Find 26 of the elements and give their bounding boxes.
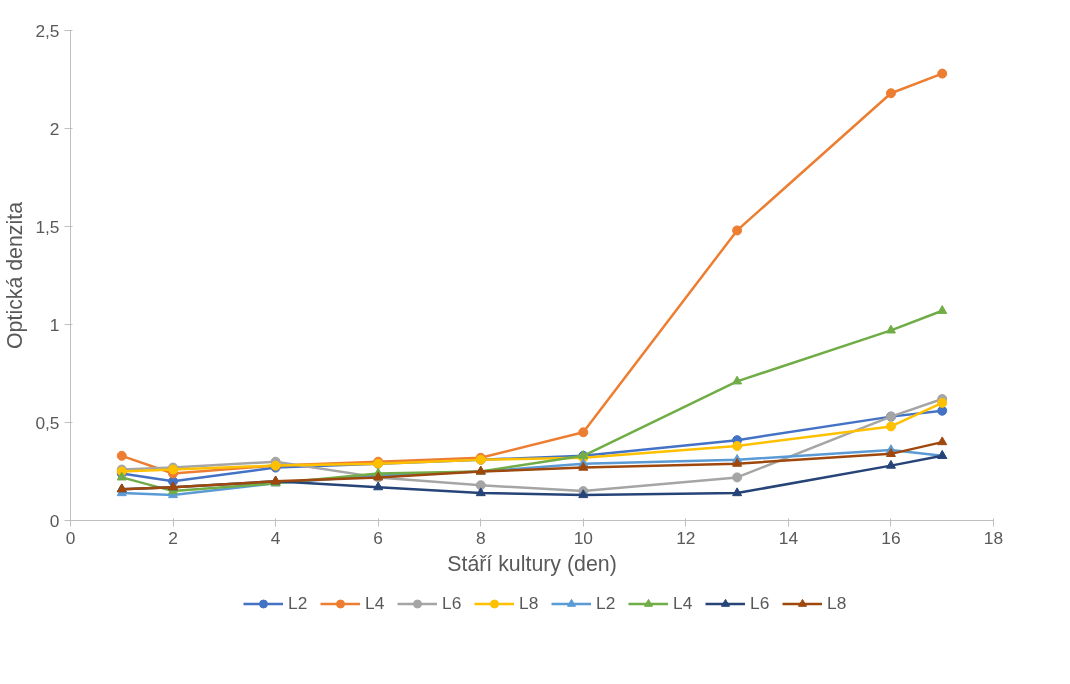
legend-label: L8 xyxy=(827,592,847,614)
y-tick-label: 2,5 xyxy=(35,20,60,41)
legend-label: L2 xyxy=(288,592,308,614)
legend-label: L4 xyxy=(365,592,385,614)
x-tick-label: 6 xyxy=(373,527,383,548)
legend-label: L6 xyxy=(442,592,462,614)
y-tick-label: 0 xyxy=(49,510,60,531)
x-tick-label: 8 xyxy=(475,527,486,548)
x-tick-label: 4 xyxy=(270,527,281,548)
x-tick-label: 14 xyxy=(778,527,799,548)
x-tick-label: 18 xyxy=(983,527,1004,548)
x-tick-label: 0 xyxy=(65,527,76,548)
x-tick-label: 12 xyxy=(676,527,696,548)
x-tick-label: 10 xyxy=(573,527,593,548)
legend-label: L4 xyxy=(673,592,693,614)
x-tick-label: 2 xyxy=(168,527,178,548)
legend-label: L8 xyxy=(519,592,539,614)
x-axis-title: Stáří kultury (den) xyxy=(447,551,617,576)
legend-label: L2 xyxy=(596,592,616,614)
x-tick-label: 16 xyxy=(881,527,901,548)
legend-label: L6 xyxy=(750,592,770,614)
y-axis-title: Optická denzita xyxy=(3,201,28,349)
y-tick-label: 2 xyxy=(49,118,60,139)
y-tick-label: 1,5 xyxy=(35,216,60,237)
y-tick-label: 0,5 xyxy=(35,412,60,433)
y-tick-label: 1 xyxy=(49,314,60,335)
